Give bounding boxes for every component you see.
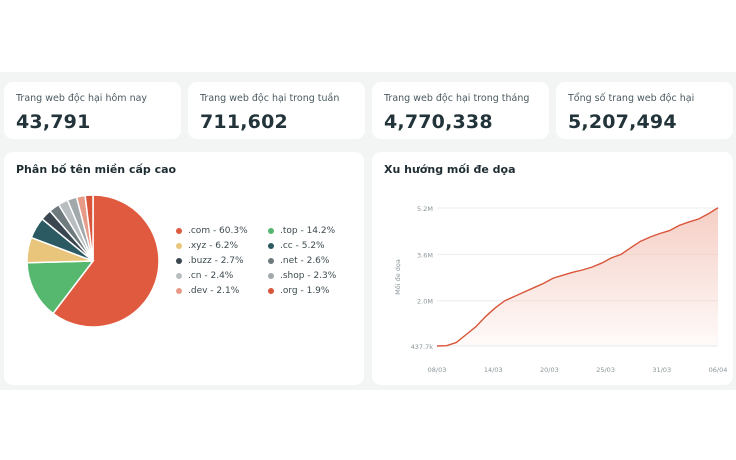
legend-label-buzz: .buzz - 2.7%	[188, 256, 244, 266]
stat-label-week: Trang web độc hại trong tuần	[200, 93, 340, 104]
stat-label-today: Trang web độc hại hôm nay	[16, 93, 148, 104]
legend-label-cc: .cc - 5.2%	[280, 241, 325, 251]
legend-dot-top	[268, 228, 274, 234]
y-tick-label: 3.6M	[417, 251, 433, 259]
y-tick-label: 2.0M	[417, 298, 433, 306]
trend-area	[437, 207, 718, 346]
legend-dot-org	[268, 288, 274, 294]
stat-value-week: 711,602	[200, 111, 288, 133]
x-tick-label: 06/04	[709, 366, 728, 374]
trend-panel-title: Xu hướng mối đe dọa	[384, 163, 516, 176]
legend-label-com: .com - 60.3%	[188, 226, 248, 236]
x-tick-label: 31/03	[652, 366, 671, 374]
legend-dot-xyz	[176, 243, 182, 249]
threat-trend-panel: Xu hướng mối đe dọa 437.7k 2.0M 3.6M 5.2M Mố…	[372, 152, 733, 385]
legend-dot-net	[268, 258, 274, 264]
y-tick-label: 5.2M	[417, 205, 433, 213]
legend-label-cn: .cn - 2.4%	[188, 271, 234, 281]
stat-value-total: 5,207,494	[568, 111, 677, 133]
stat-value-month: 4,770,338	[384, 111, 493, 133]
legend-item-dev: .dev - 2.1%	[176, 286, 239, 296]
legend-label-xyz: .xyz - 6.2%	[188, 241, 239, 251]
legend-item-org: .org - 1.9%	[268, 286, 329, 296]
legend-dot-dev	[176, 288, 182, 294]
legend-item-cc: .cc - 5.2%	[268, 241, 325, 251]
legend-item-xyz: .xyz - 6.2%	[176, 241, 238, 251]
x-tick-label: 20/03	[540, 366, 559, 374]
stat-card-total: Tổng số trang web độc hại 5,207,494	[556, 82, 733, 139]
legend-dot-com	[176, 228, 182, 234]
legend-dot-cc	[268, 243, 274, 249]
legend-dot-shop	[268, 273, 274, 279]
tld-distribution-panel: Phân bố tên miền cấp cao .com - 60.3% .t…	[4, 152, 364, 385]
stat-card-week: Trang web độc hại trong tuần 711,602	[188, 82, 365, 139]
stat-label-total: Tổng số trang web độc hại	[568, 93, 695, 104]
pie-slice-org	[84, 194, 94, 262]
legend-label-shop: .shop - 2.3%	[280, 271, 337, 281]
y-axis-label: Mối đe dọa	[394, 259, 402, 295]
tld-pie-chart	[26, 194, 160, 328]
stat-label-month: Trang web độc hại trong tháng	[384, 93, 530, 104]
stat-value-today: 43,791	[16, 111, 91, 133]
x-tick-label: 14/03	[484, 366, 503, 374]
legend-label-top: .top - 14.2%	[280, 226, 336, 236]
legend-label-net: .net - 2.6%	[280, 256, 330, 266]
legend-item-shop: .shop - 2.3%	[268, 271, 336, 281]
pie-slice-com	[51, 194, 160, 328]
stat-card-today: Trang web độc hại hôm nay 43,791	[4, 82, 181, 139]
threat-trend-chart: 437.7k 2.0M 3.6M 5.2M Mối đe dọa 08/03 14/03 20…	[394, 205, 728, 374]
y-tick-label: 437.7k	[411, 343, 434, 351]
tld-panel-title: Phân bố tên miền cấp cao	[16, 163, 177, 176]
legend-item-com: .com - 60.3%	[176, 226, 248, 236]
legend-label-org: .org - 1.9%	[280, 286, 330, 296]
legend-item-cn: .cn - 2.4%	[176, 271, 233, 281]
stat-card-month: Trang web độc hại trong tháng 4,770,338	[372, 82, 549, 139]
pie-slice-top	[26, 260, 95, 315]
legend-item-net: .net - 2.6%	[268, 256, 329, 266]
trend-line	[436, 207, 719, 347]
legend-dot-cn	[176, 273, 182, 279]
x-tick-label: 25/03	[596, 366, 615, 374]
legend-item-top: .top - 14.2%	[268, 226, 335, 236]
legend-item-buzz: .buzz - 2.7%	[176, 256, 244, 266]
legend-dot-buzz	[176, 258, 182, 264]
x-tick-label: 08/03	[428, 366, 447, 374]
legend-label-dev: .dev - 2.1%	[188, 286, 240, 296]
